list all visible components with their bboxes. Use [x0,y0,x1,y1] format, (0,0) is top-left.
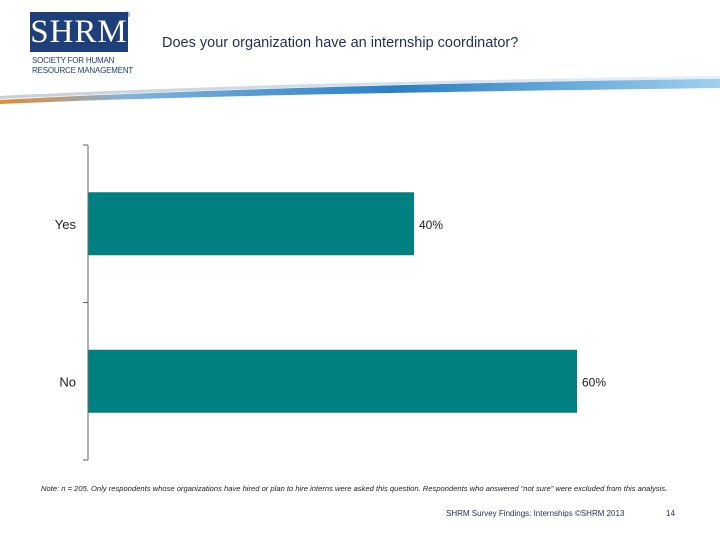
bar-chart: Yes 40% No 60% [55,144,607,461]
footer-source: SHRM Survey Findings: Internships ©SHRM … [446,509,625,518]
logo-tagline-line2: RESOURCE MANAGEMENT [32,66,134,75]
logo-tagline-line1: SOCIETY FOR HUMAN [32,56,115,65]
logo-wordmark: SHRM [30,12,128,52]
value-label-no: 60% [582,375,606,389]
category-label-no: No [59,374,76,389]
shrm-logo: SHRM ® SOCIETY FOR HUMAN RESOURCE MANAGE… [30,12,134,76]
bar-no [88,349,577,413]
bar-yes [88,192,414,256]
page-title: Does your organization have an internshi… [162,35,519,51]
footnote: Note: n = 205. Only respondents whose or… [41,484,668,493]
bars-layer [88,192,577,413]
category-label-yes: Yes [55,217,77,232]
header-swoosh-decoration [0,76,720,104]
value-label-yes: 40% [419,218,443,232]
page-number: 14 [666,509,675,518]
axis-layer [83,144,89,461]
labels-layer: Yes 40% No 60% [55,217,607,390]
registered-mark: ® [125,12,131,19]
